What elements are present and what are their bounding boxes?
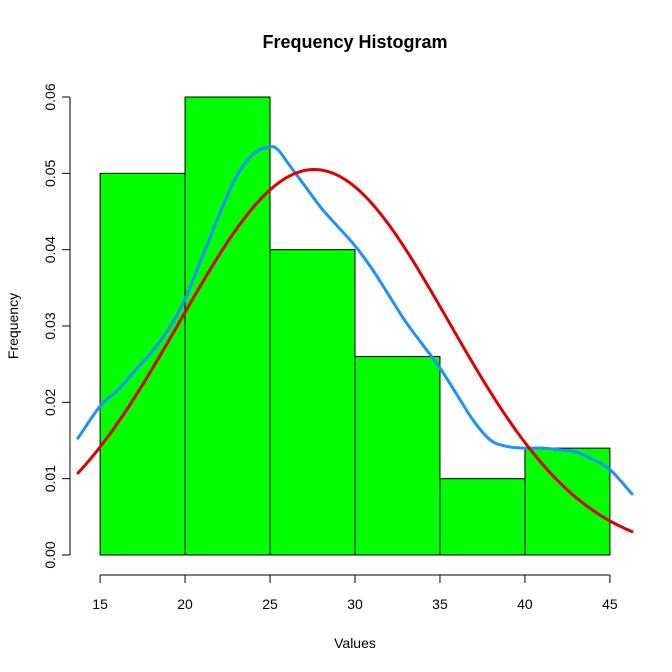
y-tick-label: 0.01 [42,465,58,492]
chart-title: Frequency Histogram [262,32,447,52]
density-curve-line [76,144,634,496]
x-tick-label: 35 [432,596,448,612]
x-tick-label: 20 [177,596,193,612]
y-tick-label: 0.03 [42,312,58,339]
x-tick-label: 45 [602,596,618,612]
y-tick-label: 0.06 [42,83,58,110]
histogram-bar-3 [269,249,356,556]
x-axis: 15 20 25 30 35 40 45 [92,574,618,612]
y-axis-label: Frequency [5,293,21,359]
histogram-bar-5 [439,478,526,556]
y-axis: 0.00 0.01 0.02 0.03 0.04 0.05 0.06 [42,83,71,569]
normal-curve-line [76,168,634,534]
x-tick-label: 40 [517,596,533,612]
density-curves [76,144,634,534]
x-tick-label: 30 [347,596,363,612]
x-tick-label: 15 [92,596,108,612]
x-axis-label: Values [334,635,376,651]
histogram-bar-2 [184,96,271,556]
y-tick-label: 0.05 [42,159,58,186]
x-tick-label: 25 [262,596,278,612]
y-tick-label: 0.02 [42,388,58,415]
y-tick-label: 0.00 [42,541,58,568]
histogram-bar-6 [524,447,611,556]
histogram-bars [99,96,611,556]
histogram-bar-4 [354,356,441,556]
y-tick-label: 0.04 [42,236,58,263]
